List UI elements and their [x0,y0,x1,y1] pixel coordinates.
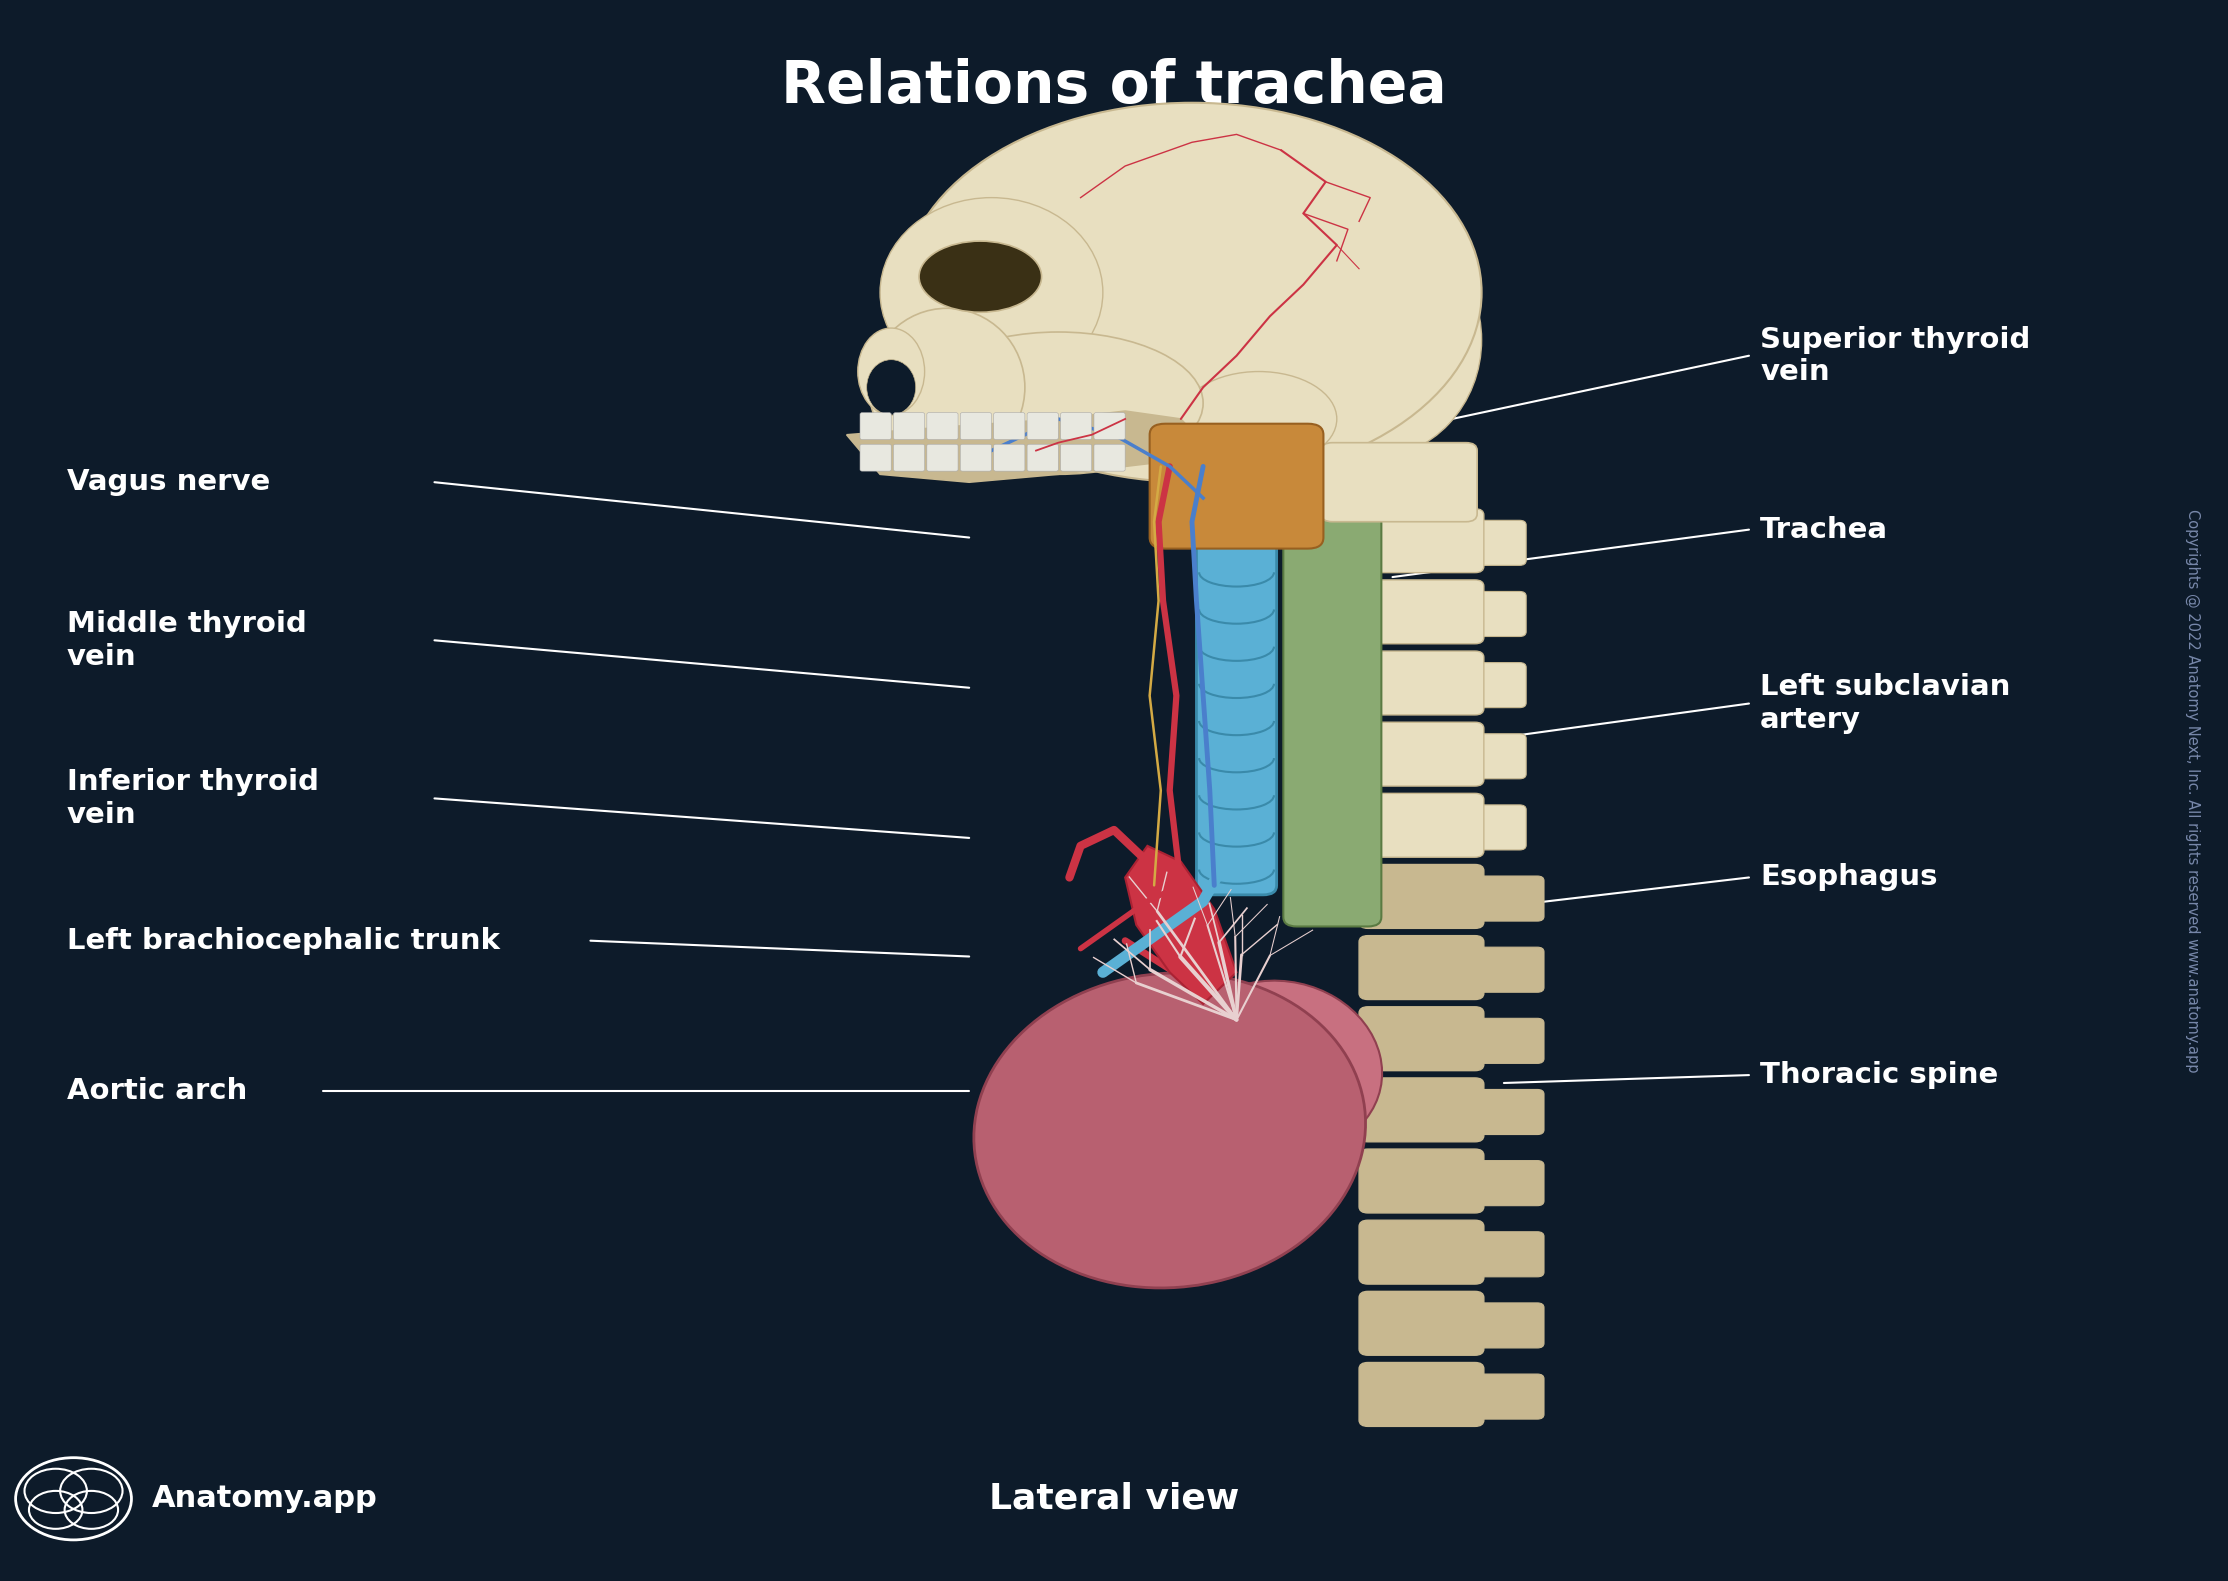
FancyBboxPatch shape [1359,723,1484,786]
Text: Trachea: Trachea [1760,515,1887,544]
FancyBboxPatch shape [893,444,925,471]
FancyBboxPatch shape [1359,1221,1484,1284]
Text: Thoracic spine: Thoracic spine [1760,1061,1999,1089]
FancyBboxPatch shape [1196,473,1277,895]
Ellipse shape [869,308,1025,466]
FancyBboxPatch shape [1150,424,1323,549]
Text: Lateral view: Lateral view [989,1481,1239,1516]
FancyBboxPatch shape [1359,1292,1484,1355]
FancyBboxPatch shape [1027,444,1058,471]
Text: Middle thyroid
vein: Middle thyroid vein [67,610,307,670]
Text: Inferior thyroid
vein: Inferior thyroid vein [67,768,319,828]
Polygon shape [847,411,1203,482]
FancyBboxPatch shape [1321,443,1477,522]
FancyBboxPatch shape [1061,413,1092,440]
FancyBboxPatch shape [1464,1232,1544,1277]
FancyBboxPatch shape [1464,1303,1544,1349]
FancyBboxPatch shape [1359,651,1484,715]
FancyBboxPatch shape [927,413,958,440]
Text: Vagus nerve: Vagus nerve [67,468,270,496]
Ellipse shape [913,332,1203,474]
Text: Aortic arch: Aortic arch [67,1077,247,1105]
Ellipse shape [902,103,1482,482]
FancyBboxPatch shape [1464,591,1526,637]
Text: Left subclavian
artery: Left subclavian artery [1760,674,2010,734]
FancyBboxPatch shape [1464,520,1526,566]
FancyBboxPatch shape [994,444,1025,471]
Ellipse shape [880,198,1103,387]
FancyBboxPatch shape [1359,1078,1484,1141]
FancyBboxPatch shape [1094,444,1125,471]
FancyBboxPatch shape [1359,1007,1484,1070]
Text: Superior thyroid
vein: Superior thyroid vein [1760,326,2030,386]
Ellipse shape [974,972,1366,1289]
Ellipse shape [867,360,916,416]
FancyBboxPatch shape [1464,947,1544,993]
FancyBboxPatch shape [994,413,1025,440]
Polygon shape [1125,846,1237,1004]
FancyBboxPatch shape [860,444,891,471]
FancyBboxPatch shape [1359,1149,1484,1213]
Text: Esophagus: Esophagus [1760,863,1938,892]
Ellipse shape [1259,221,1482,458]
FancyBboxPatch shape [1359,936,1484,999]
FancyBboxPatch shape [1027,413,1058,440]
FancyBboxPatch shape [1359,865,1484,928]
FancyBboxPatch shape [960,413,991,440]
FancyBboxPatch shape [1464,1374,1544,1420]
FancyBboxPatch shape [1464,1018,1544,1064]
FancyBboxPatch shape [1283,473,1381,926]
FancyBboxPatch shape [960,444,991,471]
FancyBboxPatch shape [1359,794,1484,857]
Text: Copyrights @ 2022 Anatomy Next, Inc. All rights reserved www.anatomy.app: Copyrights @ 2022 Anatomy Next, Inc. All… [2186,509,2199,1072]
FancyBboxPatch shape [1061,444,1092,471]
FancyBboxPatch shape [1464,1160,1544,1206]
FancyBboxPatch shape [1464,1089,1544,1135]
FancyBboxPatch shape [1094,413,1125,440]
Text: Left brachiocephalic trunk: Left brachiocephalic trunk [67,926,499,955]
Ellipse shape [1181,980,1381,1154]
FancyBboxPatch shape [860,413,891,440]
FancyBboxPatch shape [1464,662,1526,708]
Text: Anatomy.app: Anatomy.app [152,1485,377,1513]
Text: Relations of trachea: Relations of trachea [782,58,1446,115]
FancyBboxPatch shape [1464,876,1544,922]
Ellipse shape [858,329,925,416]
FancyBboxPatch shape [1359,509,1484,572]
FancyBboxPatch shape [1359,1363,1484,1426]
FancyBboxPatch shape [893,413,925,440]
FancyBboxPatch shape [927,444,958,471]
Ellipse shape [1181,372,1337,466]
FancyBboxPatch shape [1464,805,1526,851]
Ellipse shape [920,240,1043,311]
FancyBboxPatch shape [1464,734,1526,779]
FancyBboxPatch shape [1359,580,1484,643]
